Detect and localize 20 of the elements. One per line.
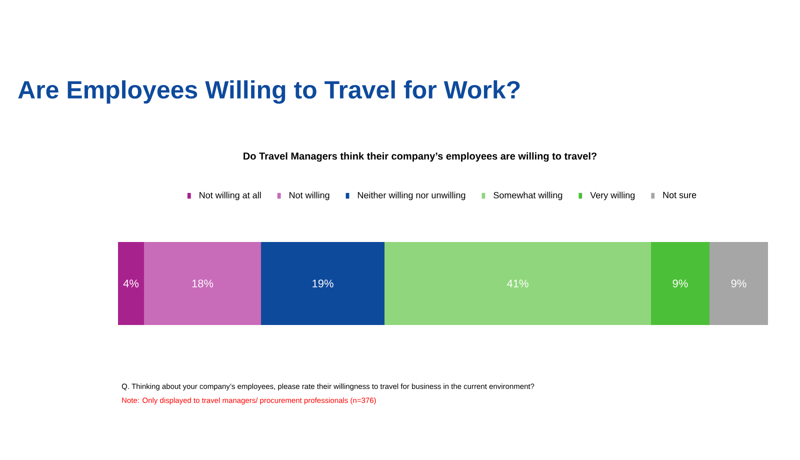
legend-label: Somewhat willing xyxy=(494,192,562,200)
bar xyxy=(710,242,768,325)
data-label: 19% xyxy=(312,280,334,288)
data-label: 9% xyxy=(672,280,688,288)
bar xyxy=(384,242,652,325)
bar xyxy=(261,242,385,325)
legend-label: Not willing xyxy=(290,192,330,200)
data-label: 9% xyxy=(731,280,746,288)
legend-label: Not sure xyxy=(663,192,696,198)
data-label: 41% xyxy=(506,280,528,288)
legend-label: Very willing xyxy=(590,192,635,200)
data-label: 18% xyxy=(192,280,214,288)
bar xyxy=(144,242,262,325)
legend-label: Not willing at all xyxy=(200,192,261,200)
data-label: 4% xyxy=(123,280,139,288)
bar xyxy=(651,242,710,325)
chart-title: Are Employees Willing to Travel for Work? xyxy=(18,80,520,104)
bar xyxy=(118,242,144,325)
chart-subtitle: Do Travel Managers think their company’s employees are willing to travel? xyxy=(244,152,597,162)
legend-label: Neither willing nor unwilling xyxy=(358,192,466,200)
